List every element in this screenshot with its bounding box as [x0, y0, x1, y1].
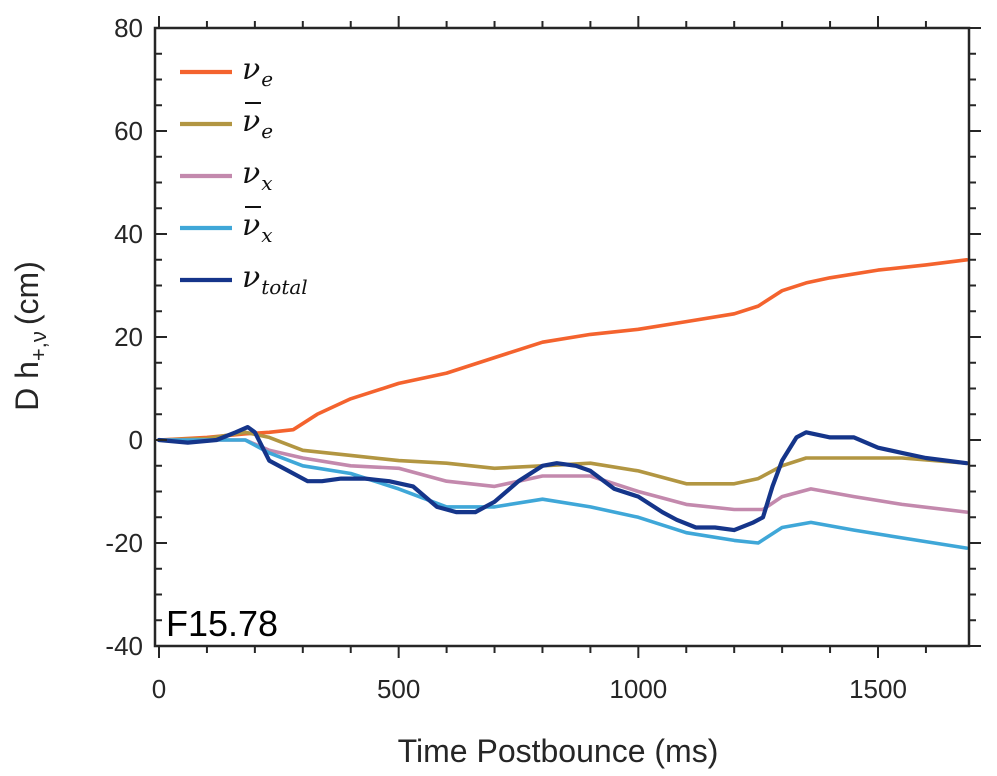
- legend: νe νe νx νx νtotal: [180, 52, 308, 299]
- series-layer: [156, 257, 969, 550]
- annotation-label: F15.78: [166, 603, 278, 644]
- series-line-5: [156, 425, 969, 533]
- y-tick-label: 80: [114, 13, 143, 43]
- y-axis-title-main: D h: [9, 361, 45, 411]
- series-line-4: [157, 438, 969, 550]
- y-tick-label: 0: [129, 425, 143, 455]
- plot-background: [155, 28, 969, 646]
- legend-label-5: νtotal: [242, 260, 308, 299]
- x-axis-title: Time Postbounce (ms): [398, 733, 719, 769]
- x-tick-label: 0: [152, 674, 166, 704]
- y-tick-label: -20: [105, 528, 143, 558]
- svg-text:D h+,ν(cm): D h+,ν (cm): [9, 261, 51, 411]
- y-tick-label: 40: [114, 219, 143, 249]
- y-axis-title: D h+,ν (cm): [9, 261, 51, 411]
- series-line-1: [157, 257, 969, 442]
- legend-label-2: νe: [242, 104, 273, 143]
- y-axis-title-units: (cm): [9, 261, 45, 325]
- x-tick-label: 1000: [609, 674, 667, 704]
- y-tick-label: 60: [114, 116, 143, 146]
- y-tick-label: -40: [105, 631, 143, 661]
- legend-label-4: νx: [242, 208, 273, 247]
- y-tick-label: 20: [114, 322, 143, 352]
- legend-label-1: νe: [242, 52, 273, 91]
- legend-label-3: νx: [242, 156, 273, 195]
- ticks-layer: 0 500 1000 1500 -40 -20 0 20 40 60 80: [105, 13, 981, 704]
- series-line-3: [157, 438, 969, 514]
- x-tick-label: 1500: [849, 674, 907, 704]
- x-tick-label: 500: [377, 674, 420, 704]
- y-axis-title-sub: +,ν: [26, 331, 51, 361]
